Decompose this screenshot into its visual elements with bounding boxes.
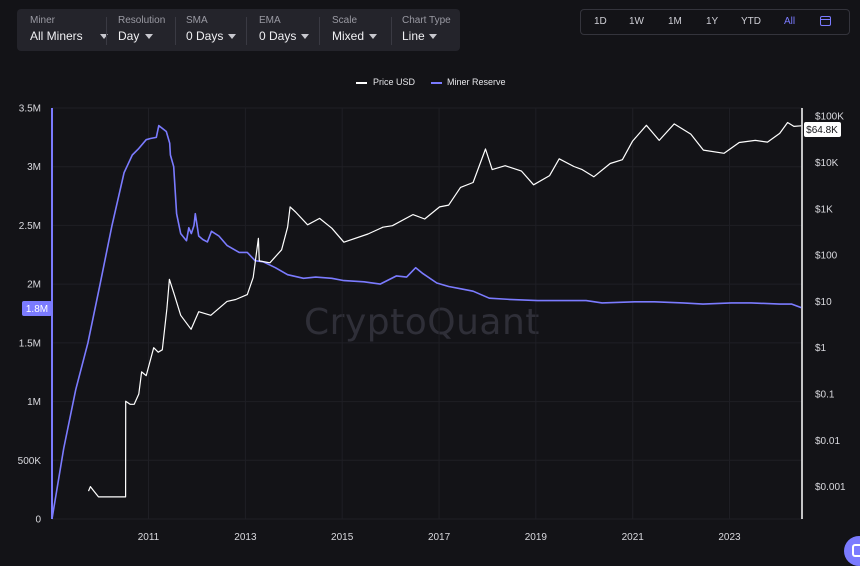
right-axis-tick-label: $100 (815, 251, 838, 262)
x-axis-tick-label: 2013 (234, 532, 257, 543)
reserve-legend-label[interactable]: Miner Reserve (447, 77, 506, 87)
scale-label: Scale (332, 15, 358, 26)
chart-type-select[interactable]: Chart Type Line (402, 9, 457, 51)
ema-value: 0 Days (259, 29, 297, 43)
divider (175, 17, 176, 45)
sma-select[interactable]: SMA 0 Days (186, 9, 248, 51)
resolution-label: Resolution (118, 15, 166, 26)
divider (246, 17, 247, 45)
range-1y-button[interactable]: 1Y (706, 16, 719, 27)
right-axis-tick-label: $0.01 (815, 436, 840, 447)
x-axis-labels: 2011 2013 2015 2017 2019 2021 2023 (138, 532, 741, 543)
chevron-down-icon (369, 34, 377, 39)
range-1d-button[interactable]: 1D (594, 16, 607, 27)
chevron-down-icon (145, 34, 153, 39)
left-axis-tick-label: 3M (27, 162, 41, 173)
x-axis-tick-label: 2017 (428, 532, 451, 543)
right-axis-tick-label: $10 (815, 297, 832, 308)
chevron-down-icon (301, 34, 309, 39)
reserve-legend-swatch (431, 82, 442, 84)
x-axis-tick-label: 2023 (718, 532, 741, 543)
divider (391, 17, 392, 45)
left-axis-tick-label: 2.5M (19, 221, 41, 232)
left-axis-tick-label: 2M (27, 280, 41, 291)
x-axis-tick-label: 2011 (138, 532, 160, 543)
right-axis-tick-label: $10K (815, 158, 839, 169)
grid (52, 107, 802, 520)
miner-reserve-series[interactable] (51, 124, 802, 520)
current-price-label: $64.8K (806, 125, 838, 136)
current-reserve-label: 1.8M (26, 304, 48, 315)
x-axis-tick-label: 2015 (331, 532, 354, 543)
left-axis-tick-label: 3.5M (19, 104, 41, 115)
right-axis-tick-label: $0.1 (815, 390, 835, 401)
divider (106, 17, 107, 45)
range-all-button[interactable]: All (784, 16, 796, 27)
x-axis-tick-label: 2021 (622, 532, 645, 543)
miner-label: Miner (30, 15, 56, 26)
chart-type-label: Chart Type (402, 15, 451, 26)
resolution-select[interactable]: Resolution Day (118, 9, 178, 51)
chevron-down-icon (228, 34, 236, 39)
price-legend-label[interactable]: Price USD (373, 77, 416, 87)
chevron-down-icon (429, 34, 437, 39)
left-axis-tick-label: 500K (18, 456, 42, 467)
right-axis-tick-label: $100K (815, 112, 844, 123)
range-ytd-button[interactable]: YTD (741, 16, 761, 27)
ema-label: EMA (259, 15, 281, 26)
sma-label: SMA (186, 15, 208, 26)
sma-value: 0 Days (186, 29, 224, 43)
right-axis-labels: $0.001 $0.01 $0.1 $1 $10 $100 $1K $10K $100K (815, 112, 846, 493)
right-axis-tick-label: $1 (815, 343, 827, 354)
current-price-tag: $64.8K (804, 122, 841, 137)
right-axis-tick-label: $0.001 (815, 482, 846, 493)
left-axis-tick-label: 1.5M (19, 338, 41, 349)
left-axis-tick-label: 0 (35, 515, 41, 526)
x-axis-tick-label: 2019 (525, 532, 548, 543)
resolution-value: Day (118, 29, 140, 43)
range-1m-button[interactable]: 1M (668, 16, 682, 27)
ema-select[interactable]: EMA 0 Days (259, 9, 321, 51)
watermark: CryptoQuant (304, 302, 540, 343)
scale-value: Mixed (332, 29, 365, 43)
scale-select[interactable]: Scale Mixed (332, 9, 388, 51)
left-axis-labels: 0 500K 1M 1.5M 2M 2.5M 3M 3.5M (18, 104, 42, 526)
price-legend-swatch (356, 82, 367, 84)
chevron-down-icon (100, 34, 108, 39)
range-1w-button[interactable]: 1W (629, 16, 644, 27)
right-axis-tick-label: $1K (815, 204, 833, 215)
divider (319, 17, 320, 45)
time-range-selector: 1D 1W 1M 1Y YTD All (580, 9, 850, 35)
miner-select[interactable]: Miner All Miners (30, 9, 110, 51)
price-usd-series[interactable] (87, 121, 802, 498)
calendar-icon[interactable] (820, 16, 831, 26)
chart-type-value: Line (402, 29, 425, 43)
miner-value: All Miners (30, 29, 83, 43)
left-axis-tick-label: 1M (27, 397, 41, 408)
current-reserve-tag: 1.8M (22, 301, 52, 316)
chart-settings-toolbar: Miner All Miners Resolution Day SMA 0 Da… (17, 9, 460, 51)
